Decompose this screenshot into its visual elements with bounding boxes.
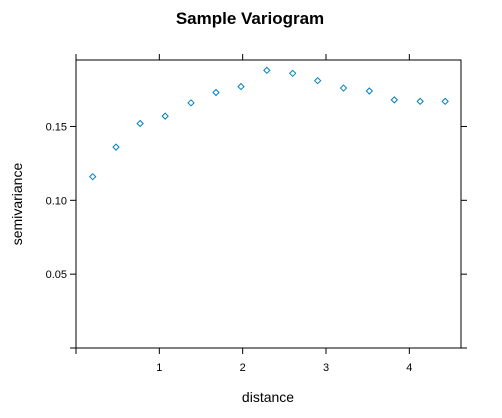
x-tick-label: 2 [240,362,246,374]
data-point [416,97,424,106]
y-tick-label: 0.05 [46,269,67,281]
y-tick-label: 0.15 [46,121,67,133]
data-point [112,143,120,151]
data-point [441,97,449,106]
x-axis-label: distance [242,389,294,405]
plot-frame [75,59,462,349]
data-point [161,112,169,120]
data-point [390,96,399,104]
data-point [237,82,245,91]
data-point [288,69,297,77]
chart-title: Sample Variogram [176,9,324,28]
data-point [212,88,220,97]
y-tick-label: 0.10 [46,195,67,207]
axis-ticks: 1 2 3 4 0.05 0.10 0.15 [46,54,467,374]
y-axis-label: semivariance [9,163,25,246]
data-points [88,66,449,181]
x-tick-label: 3 [323,362,329,374]
data-point [365,87,374,95]
data-point [187,99,195,107]
x-tick-label: 4 [406,362,412,374]
x-tick-label: 1 [156,362,162,374]
data-point [313,76,322,85]
data-point [88,172,97,181]
data-point [263,66,271,75]
data-point [136,119,144,128]
data-point [339,84,348,92]
